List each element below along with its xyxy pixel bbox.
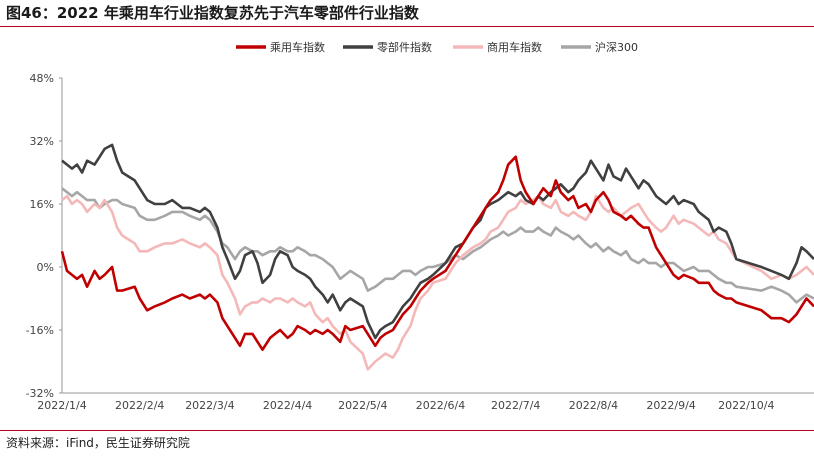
- legend-label: 商用车指数: [487, 40, 542, 54]
- chart-legend: 乘用车指数 零部件指数 商用车指数 沪深300: [236, 40, 638, 54]
- title-rule: [0, 26, 814, 27]
- x-tick-label: 2022/3/4: [185, 399, 234, 412]
- x-tick-label: 2022/4/4: [263, 399, 312, 412]
- series-line: [61, 143, 814, 340]
- series-line: [60, 155, 814, 351]
- x-tick-label: 2022/9/4: [646, 399, 695, 412]
- footer-rule: [0, 430, 814, 431]
- y-tick-label: 0%: [37, 261, 54, 274]
- legend-item: 商用车指数: [453, 40, 542, 54]
- x-tick-label: 2022/6/4: [416, 399, 465, 412]
- x-tick-label: 2022/2/4: [115, 399, 164, 412]
- x-tick-label: 2022/10/4: [718, 399, 774, 412]
- chart-series: [60, 143, 814, 371]
- series-line: [61, 187, 814, 304]
- y-tick-label: -32%: [26, 387, 54, 400]
- legend-label: 乘用车指数: [270, 40, 325, 54]
- source-note: 资料来源：iFind，民生证券研究院: [6, 436, 190, 450]
- line-chart: 乘用车指数 零部件指数 商用车指数 沪深300 48% 32% 16% 0% -16% -32%…: [26, 40, 814, 412]
- x-tick-label: 2022/1/4: [37, 399, 86, 412]
- x-tick-label: 2022/7/4: [491, 399, 540, 412]
- x-tick-label: 2022/8/4: [569, 399, 618, 412]
- y-tick-label: 32%: [30, 135, 54, 148]
- y-tick-label: -16%: [26, 324, 54, 337]
- legend-label: 零部件指数: [377, 40, 432, 54]
- y-tick-label: 16%: [30, 198, 54, 211]
- legend-item: 乘用车指数: [236, 40, 325, 54]
- y-tick-label: 48%: [30, 72, 54, 85]
- x-tick-label: 2022/5/4: [338, 399, 387, 412]
- legend-item: 零部件指数: [343, 40, 432, 54]
- legend-item: 沪深300: [561, 40, 638, 54]
- series-line: [61, 194, 814, 371]
- legend-label: 沪深300: [595, 40, 638, 54]
- chart-axes: 48% 32% 16% 0% -16% -32%2022/1/4 2022/2/4 2022/…: [26, 72, 814, 412]
- figure-title: 图46：2022 年乘用车行业指数复苏先于汽车零部件行业指数: [6, 4, 419, 22]
